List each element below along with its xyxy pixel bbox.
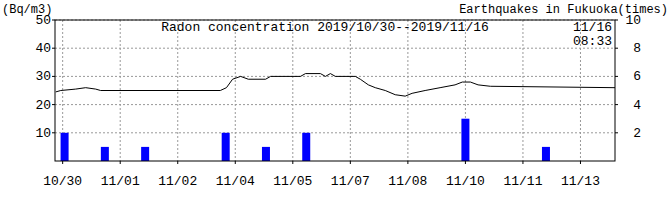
chart-container: 102030405024681010/3011/0111/0211/0411/0…: [0, 0, 672, 200]
y-tick: [52, 20, 55, 21]
chart-svg: 102030405024681010/3011/0111/0211/0411/0…: [0, 0, 672, 200]
y-tick: [52, 48, 55, 49]
title: Radon concentration 2019/10/30--2019/11/…: [161, 20, 489, 35]
bar: [101, 147, 109, 161]
bar: [141, 147, 149, 161]
x-tick-label: 11/02: [158, 174, 197, 189]
x-tick-label: 11/13: [561, 174, 600, 189]
x-grid-line: [522, 20, 523, 161]
y2-tick: [615, 104, 618, 105]
y-tick-label: 30: [35, 69, 51, 84]
y-grid-line: [55, 104, 615, 105]
x-grid-line: [235, 20, 236, 161]
y-tick-label: 10: [35, 126, 51, 141]
x-tick: [177, 161, 178, 164]
bar: [302, 133, 310, 161]
x-tick-label: 10/30: [43, 174, 82, 189]
x-tick-label: 11/11: [503, 174, 542, 189]
y-tick-label: 20: [35, 98, 51, 113]
x-tick: [580, 161, 581, 164]
x-grid-line: [292, 20, 293, 161]
bar: [461, 119, 469, 161]
y2-axis-label: Earthquakes in Fukuoka(times): [459, 3, 668, 17]
y2-tick-label: 6: [633, 69, 641, 84]
x-tick-label: 11/05: [273, 174, 312, 189]
y2-tick: [615, 132, 618, 133]
y-tick-label: 40: [35, 41, 51, 56]
x-tick-label: 11/08: [388, 174, 427, 189]
x-tick-label: 11/04: [216, 174, 255, 189]
y-grid-line: [55, 48, 615, 49]
x-tick-label: 11/10: [446, 174, 485, 189]
annotation: 11/16: [573, 20, 612, 35]
x-tick: [62, 161, 63, 164]
x-tick: [350, 161, 351, 164]
x-tick: [235, 161, 236, 164]
y-axis-label: (Bq/m3): [2, 3, 52, 17]
y-tick: [52, 104, 55, 105]
x-grid-line: [350, 20, 351, 161]
x-tick: [292, 161, 293, 164]
marks: [56, 74, 615, 161]
x-tick-label: 11/07: [331, 174, 370, 189]
plot-frame: [55, 20, 615, 161]
y2-tick-label: 2: [633, 126, 641, 141]
x-tick: [522, 161, 523, 164]
y-tick: [52, 76, 55, 77]
background: [0, 0, 672, 200]
axes: 102030405024681010/3011/0111/0211/0411/0…: [35, 13, 641, 189]
annotation: 08:33: [573, 34, 612, 49]
y2-tick: [615, 76, 618, 77]
bar: [61, 133, 69, 161]
bar: [262, 147, 270, 161]
x-grid-line: [407, 20, 408, 161]
y2-tick-label: 4: [633, 98, 641, 113]
y2-tick: [615, 20, 618, 21]
y2-tick: [615, 48, 618, 49]
bar: [542, 147, 550, 161]
line: [56, 74, 615, 97]
x-tick: [120, 161, 121, 164]
y2-tick-label: 8: [633, 41, 641, 56]
grid: [55, 20, 615, 161]
x-tick: [407, 161, 408, 164]
x-tick-label: 11/01: [101, 174, 140, 189]
y-tick: [52, 132, 55, 133]
x-tick: [465, 161, 466, 164]
y-grid-line: [55, 132, 615, 133]
bar: [222, 133, 230, 161]
